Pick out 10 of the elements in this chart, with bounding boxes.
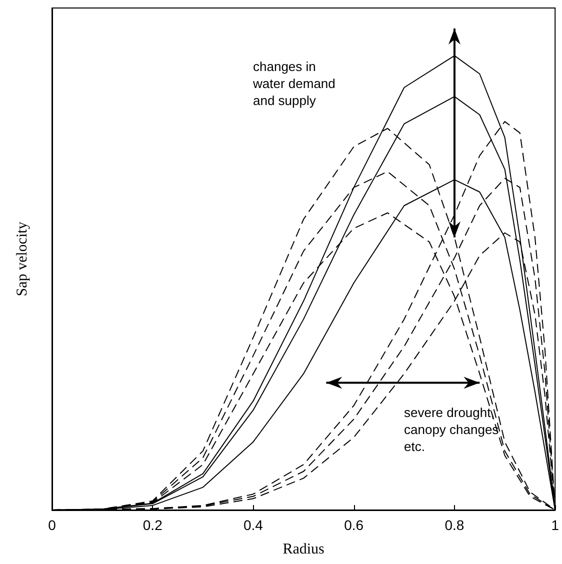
x-tick-label: 0.8: [444, 517, 464, 533]
x-tick-label: 0: [48, 517, 56, 533]
x-tick-label: 0.6: [344, 517, 364, 533]
x-tick-label: 0.4: [244, 517, 264, 533]
annotation: changes in water demand and supply: [252, 59, 336, 108]
x-axis-title: Radius: [282, 542, 325, 558]
x-tick-label: 1: [551, 517, 560, 533]
annotation: severe drought, canopy changes etc.: [404, 405, 500, 454]
y-axis-title: Sap velocity: [14, 221, 30, 296]
x-tick-label: 0.2: [142, 517, 163, 533]
